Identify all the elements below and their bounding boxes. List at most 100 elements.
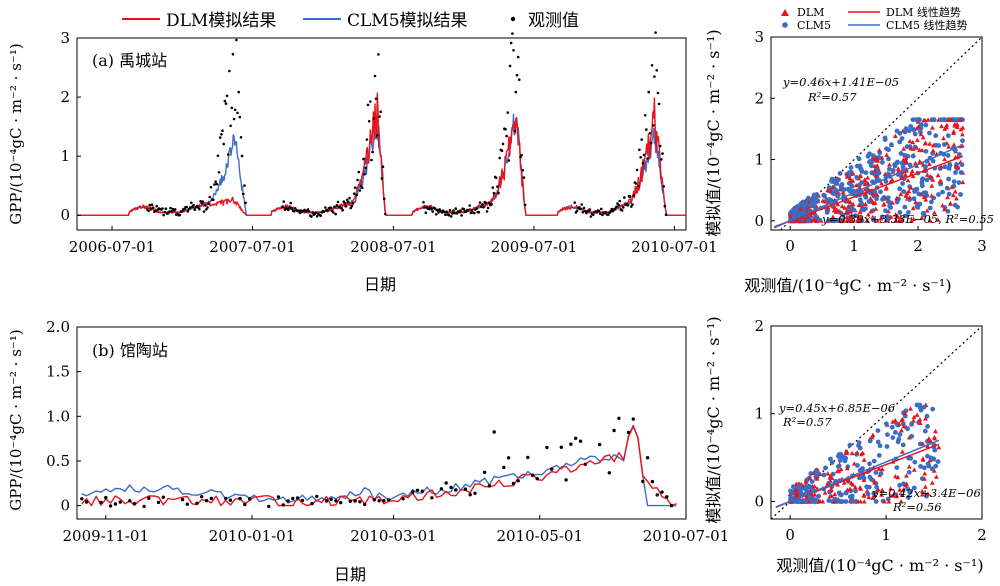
observation-point	[170, 210, 173, 213]
dlm-point	[948, 201, 953, 206]
observation-point	[459, 209, 462, 212]
observation-point	[455, 212, 459, 215]
clm5-point	[946, 133, 951, 139]
clm5-point	[923, 148, 929, 154]
dlm-point	[904, 473, 909, 478]
dlm-point	[798, 206, 804, 211]
dlm-point	[946, 144, 952, 149]
observation-point	[355, 193, 358, 197]
observation-point	[224, 496, 228, 501]
observation-point	[180, 497, 185, 502]
observation-point	[631, 203, 634, 206]
clm5-point	[866, 484, 872, 490]
dlm-point	[946, 117, 951, 123]
observation-point	[339, 500, 343, 505]
observation-point	[298, 211, 302, 215]
clm5-point	[836, 464, 841, 469]
observation-point	[276, 495, 281, 499]
observation-point	[473, 491, 477, 495]
dlm-point	[847, 486, 853, 491]
observation-point	[490, 203, 493, 206]
dlm-point	[890, 419, 896, 424]
observation-point	[454, 207, 458, 210]
dlm-point	[911, 216, 916, 221]
dlm-point	[949, 184, 955, 189]
dlm-point	[910, 173, 916, 179]
clm5-point	[906, 495, 911, 500]
clm5-point	[953, 170, 958, 175]
observation-point	[334, 499, 338, 503]
clm5-point	[856, 443, 861, 448]
dlm-point	[831, 208, 837, 213]
dlm-point	[794, 490, 800, 495]
clm5-point	[866, 199, 872, 204]
observation-point	[222, 142, 225, 146]
panel-b-scatter: 0 1 2 0 1 2 y=0.45x+6.85E−06 R²=0.57 y=0.42x+…	[704, 316, 987, 575]
dlm-point	[878, 216, 884, 221]
clm5-point	[883, 179, 889, 184]
panel-b-ylabel: GPP/(10⁻⁴gC · m⁻² · s⁻¹)	[7, 329, 25, 510]
clm5-point	[922, 465, 927, 471]
dlm-point	[787, 213, 793, 218]
clm5-trend-line	[773, 144, 964, 229]
y-tick-label: 0	[60, 497, 70, 515]
clm5-point	[893, 430, 898, 435]
dlm-point	[930, 177, 936, 182]
observation-point	[516, 479, 520, 483]
observation-point	[204, 499, 209, 503]
observation-point	[352, 192, 356, 195]
observation-point	[335, 204, 339, 207]
dlm-point	[944, 124, 949, 130]
dlm-point	[942, 206, 947, 212]
panel-b-xlabel: 日期	[334, 565, 366, 584]
observation-point	[516, 55, 520, 59]
dlm-point	[935, 172, 941, 178]
clm5-point	[918, 464, 923, 469]
observation-point	[628, 195, 632, 198]
clm5-point	[898, 151, 904, 156]
dlm-point	[863, 201, 868, 206]
dlm-point	[850, 218, 855, 223]
clm5-point	[930, 158, 936, 164]
observation-point	[353, 499, 357, 503]
observation-point	[496, 185, 499, 188]
panel-a-plot-area	[77, 31, 686, 218]
clm5-point	[936, 192, 941, 197]
clm5-point	[895, 439, 901, 445]
clm5-point	[823, 465, 828, 471]
observation-point	[322, 210, 326, 213]
dlm-point	[960, 132, 965, 137]
dlm-point	[917, 420, 923, 425]
observation-point	[150, 203, 154, 206]
dlm-point	[910, 205, 916, 211]
clm5-point	[925, 424, 930, 429]
legend-clm5-label: CLM5模拟结果	[347, 11, 468, 31]
dlm-point	[917, 159, 922, 164]
observation-point	[329, 497, 333, 502]
dlm-point	[872, 163, 878, 169]
dlm-point	[923, 484, 928, 489]
observation-point	[604, 211, 608, 214]
observation-point	[522, 176, 526, 179]
observation-point	[297, 209, 301, 213]
y-tick-label: 0	[754, 212, 764, 230]
observation-point	[654, 31, 657, 34]
observation-point	[267, 504, 271, 509]
x-tick-label: 2010-01-01	[209, 527, 295, 545]
legend-obs-swatch	[510, 16, 516, 22]
clm5-point	[871, 217, 876, 223]
y-tick-label: 2	[754, 317, 764, 335]
observation-point	[573, 201, 576, 204]
clm5-point	[831, 218, 837, 224]
dlm-point	[872, 168, 877, 173]
observation-point	[154, 209, 157, 213]
observation-point	[324, 206, 327, 209]
dlm-point	[865, 218, 870, 223]
dlm-point	[828, 486, 834, 492]
observation-point	[664, 213, 668, 217]
observation-point	[606, 213, 610, 217]
clm5-point	[904, 144, 910, 150]
clm5-point	[938, 117, 944, 123]
clm5-point	[870, 153, 876, 159]
observation-point	[230, 106, 234, 110]
